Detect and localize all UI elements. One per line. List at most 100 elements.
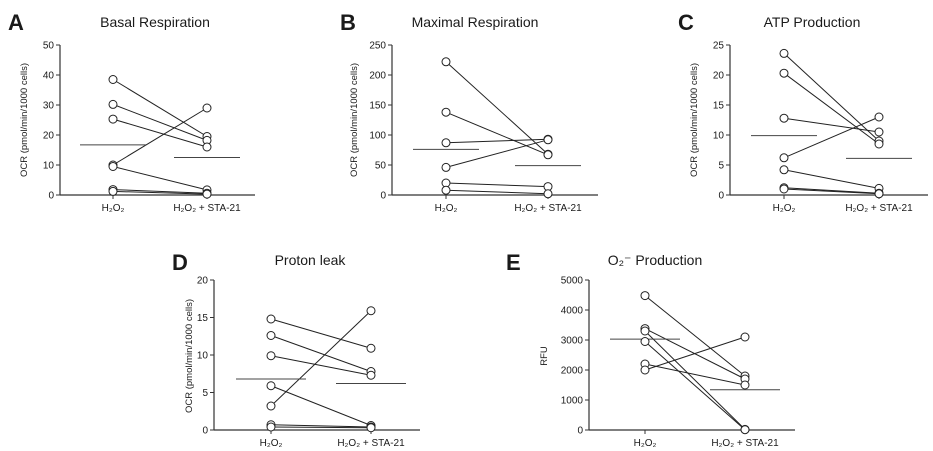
- data-point: [874, 112, 884, 122]
- y-tick-label: 20: [713, 71, 725, 82]
- data-point: [779, 113, 789, 123]
- data-point: [366, 343, 376, 353]
- data-point: [640, 291, 650, 301]
- pair-line: [445, 61, 549, 155]
- data-point: [640, 326, 650, 336]
- data-point: [108, 186, 118, 196]
- y-tick-label: 40: [43, 71, 55, 82]
- panel-title: O₂⁻ Production: [608, 252, 703, 268]
- panel-title: Maximal Respiration: [412, 14, 539, 30]
- data-point: [640, 365, 650, 375]
- panel-c: C ATP Production OCR (pmol/min/1000 cell…: [678, 10, 928, 214]
- y-axis-label: OCR (pmol/min/1000 cells): [349, 63, 360, 177]
- axes: 0 5 10 15 20: [197, 276, 420, 437]
- data-point: [366, 370, 376, 380]
- x-tick-label: H₂O₂ + STA-21: [711, 438, 779, 449]
- pair-line: [445, 189, 549, 195]
- y-tick-label: 200: [369, 71, 386, 82]
- y-tick-label: 20: [43, 131, 55, 142]
- panel-letter: D: [172, 250, 188, 275]
- data-marks: [80, 75, 240, 199]
- data-point: [543, 135, 553, 145]
- data-point: [202, 142, 212, 152]
- data-marks: [236, 306, 406, 433]
- data-point: [202, 103, 212, 113]
- data-point: [108, 99, 118, 109]
- x-tick-label: H₂O₂: [634, 438, 657, 449]
- data-point: [740, 332, 750, 342]
- data-point: [202, 189, 212, 199]
- pair-line: [445, 182, 549, 188]
- x-tick-label: H₂O₂: [260, 438, 283, 449]
- data-point: [266, 331, 276, 340]
- pair-line: [112, 79, 208, 137]
- pair-line: [783, 187, 880, 194]
- data-point: [441, 107, 451, 117]
- y-tick-label: 0: [380, 191, 386, 202]
- data-point: [266, 314, 276, 324]
- panel-a: A Basal Respiration OCR (pmol/min/1000 c…: [8, 10, 255, 214]
- data-point: [779, 184, 789, 194]
- pair-line: [270, 310, 372, 407]
- pair-line: [783, 188, 880, 195]
- y-tick-label: 0: [718, 191, 724, 202]
- data-point: [108, 75, 118, 84]
- y-tick-label: 50: [43, 41, 55, 52]
- y-tick-label: 0: [577, 426, 583, 437]
- data-point: [108, 162, 118, 171]
- pair-line: [270, 355, 372, 376]
- pair-line: [445, 138, 549, 144]
- y-tick-label: 5: [718, 161, 724, 172]
- y-axis-label: OCR (pmol/min/1000 cells): [184, 299, 195, 413]
- axes: 0 50 100 150 200 250: [369, 41, 598, 202]
- pair-line: [644, 336, 746, 371]
- x-tick-label: H₂O₂ + STA-21: [337, 438, 405, 449]
- pair-line: [270, 426, 372, 429]
- y-tick-label: 150: [369, 101, 386, 112]
- data-point: [779, 165, 789, 175]
- y-axis-label: RFU: [539, 346, 550, 366]
- axes: 0 5 10 15 20 25: [713, 41, 928, 202]
- panel-title: Basal Respiration: [100, 14, 210, 30]
- data-point: [779, 68, 789, 78]
- y-tick-label: 10: [43, 161, 55, 172]
- y-tick-label: 2000: [561, 366, 584, 377]
- y-tick-label: 15: [197, 313, 209, 324]
- data-point: [266, 381, 276, 391]
- pair-line: [644, 363, 746, 386]
- data-point: [366, 423, 376, 433]
- y-tick-label: 5000: [561, 276, 584, 287]
- pair-line: [112, 118, 208, 148]
- data-point: [640, 337, 650, 346]
- y-axis-label: OCR (pmol/min/1000 cells): [689, 63, 700, 177]
- data-marks: [413, 57, 581, 199]
- data-point: [740, 380, 750, 390]
- data-point: [874, 189, 884, 199]
- y-tick-label: 20: [197, 276, 209, 287]
- panel-d: D Proton leak OCR (pmol/min/1000 cells) …: [172, 250, 420, 449]
- data-point: [266, 351, 276, 361]
- pair-line: [270, 385, 372, 426]
- data-point: [266, 422, 276, 432]
- pair-line: [644, 341, 746, 431]
- pair-line: [783, 169, 880, 189]
- pair-line: [445, 111, 549, 156]
- panel-title: ATP Production: [764, 14, 861, 30]
- pair-line: [644, 295, 746, 377]
- data-point: [441, 138, 451, 148]
- y-tick-label: 4000: [561, 306, 584, 317]
- y-tick-label: 30: [43, 101, 55, 112]
- pair-line: [270, 424, 372, 428]
- x-tick-label: H₂O₂: [435, 203, 458, 214]
- data-point: [779, 48, 789, 58]
- data-point: [543, 189, 553, 199]
- data-point: [874, 139, 884, 149]
- y-tick-label: 25: [713, 41, 725, 52]
- y-tick-label: 3000: [561, 336, 584, 347]
- y-tick-label: 1000: [561, 396, 584, 407]
- pair-line: [112, 103, 208, 141]
- y-tick-label: 0: [202, 426, 208, 437]
- x-tick-label: H₂O₂ + STA-21: [514, 203, 582, 214]
- pair-line: [783, 116, 880, 159]
